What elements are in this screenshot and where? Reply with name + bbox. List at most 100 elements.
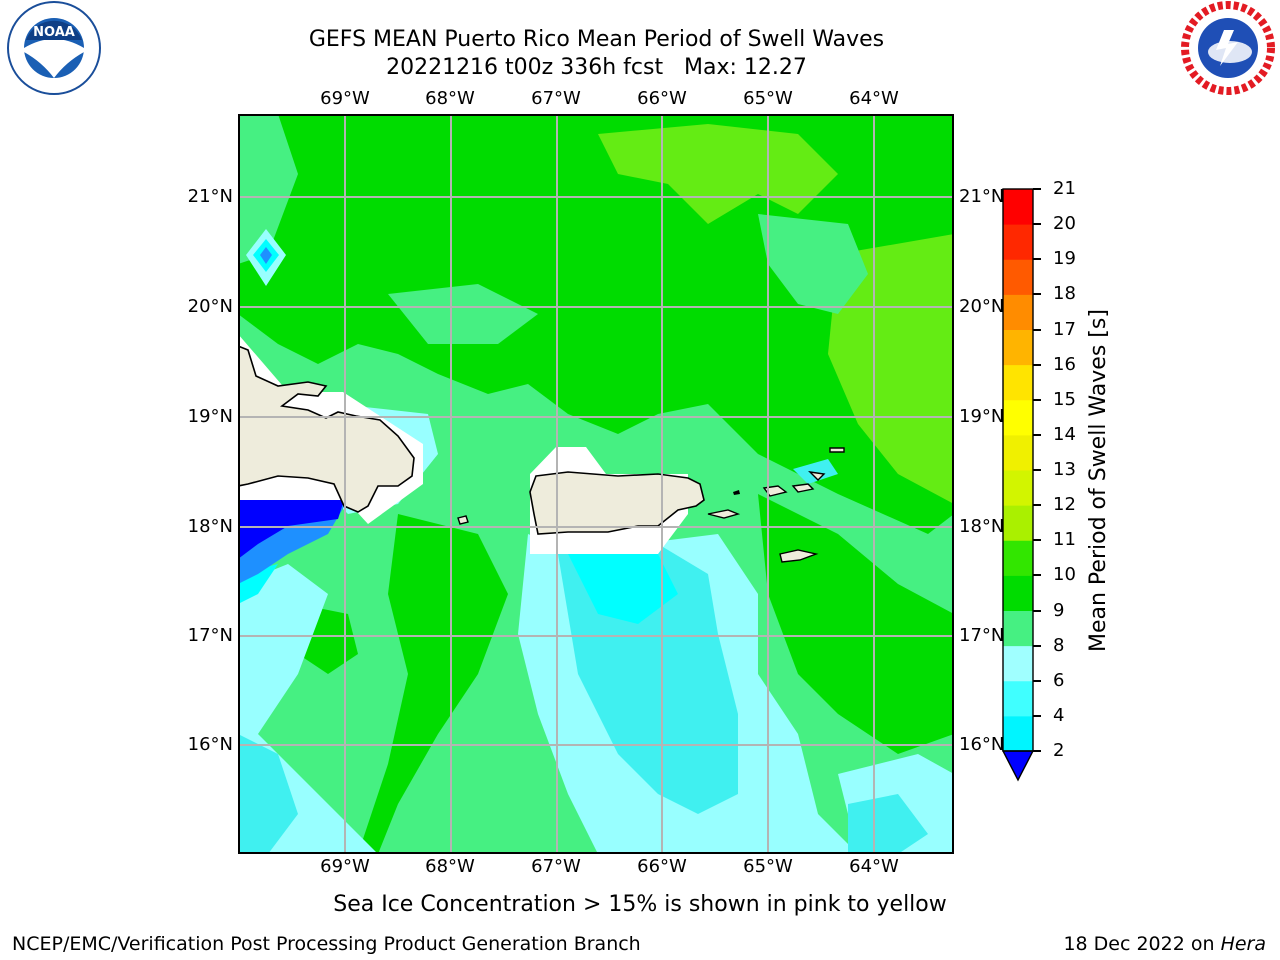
land-virgin-islands: [791, 483, 815, 493]
colorbar-tick-label: 12: [1053, 494, 1076, 516]
land-hispaniola: [238, 345, 415, 513]
colorbar-swatch: [1003, 540, 1033, 576]
field-10-11-patch: [238, 114, 298, 264]
lat-label-left: 20°N: [187, 296, 233, 317]
colorbar-tick-label: 2: [1053, 740, 1065, 761]
land-anegada: [829, 447, 845, 453]
colorbar-tick-label: 14: [1053, 423, 1076, 445]
colorbar-tick-mark: [1033, 644, 1041, 647]
map-frame: [238, 114, 954, 854]
colorbar-swatch: [1003, 575, 1033, 611]
colorbar-tick-label: 13: [1053, 459, 1076, 480]
colorbar-tick-label: 9: [1053, 599, 1065, 621]
field-11-12-south: [358, 514, 508, 854]
field-6-8: [568, 554, 678, 624]
colorbar-tick-label: 8: [1053, 634, 1065, 656]
colorbar-swatch: [1003, 470, 1033, 506]
colorbar-tick-label: 20: [1053, 213, 1076, 235]
colorbar-tick-mark: [1033, 750, 1041, 752]
land-st-croix: [779, 549, 819, 563]
lat-label-right: 19°N: [959, 406, 1005, 427]
colorbar-swatch: [1003, 259, 1033, 295]
footer-machine: Hera: [1220, 933, 1266, 955]
field-12-13-north: [598, 124, 838, 224]
lon-label-bottom: 67°W: [531, 856, 581, 877]
field-2-4: [238, 500, 344, 559]
lon-label-top: 69°W: [320, 88, 370, 109]
colorbar-swatch: [1003, 329, 1033, 366]
lon-label-bottom: 66°W: [637, 856, 687, 877]
field-10-11-patch: [758, 214, 868, 314]
lat-label-left: 19°N: [187, 406, 233, 427]
lon-label-bottom: 65°W: [743, 856, 793, 877]
colorbar-extend-arrow: [1001, 750, 1035, 782]
lat-label-left: 16°N: [187, 734, 233, 755]
lon-label-bottom: 64°W: [849, 856, 899, 877]
chart-title: GEFS MEAN Puerto Rico Mean Period of Swe…: [308, 27, 885, 52]
colorbar-tick-mark: [1033, 363, 1041, 366]
colorbar-swatch: [1003, 434, 1033, 471]
land-small-island: [457, 515, 469, 525]
lon-label-bottom: 68°W: [425, 856, 475, 877]
lon-label-top: 68°W: [425, 88, 475, 109]
graticule: [238, 114, 954, 854]
colorbar-swatch: [1003, 364, 1033, 401]
footer-date: 18 Dec 2022 on Hera: [1063, 933, 1266, 955]
lon-label-top: 67°W: [531, 88, 581, 109]
field-vi-patch: [793, 459, 838, 484]
field-10-11-patch: [388, 284, 538, 344]
colorbar-swatch: [1003, 399, 1033, 436]
field-8-9-east: [848, 794, 928, 854]
lat-label-right: 17°N: [959, 625, 1005, 646]
colorbar-tick-mark: [1033, 469, 1041, 471]
lon-label-bottom: 69°W: [320, 856, 370, 877]
colorbar-tick-mark: [1033, 504, 1041, 507]
colorbar-tick-mark: [1033, 258, 1041, 261]
swell-period-map: [238, 114, 954, 854]
noaa-logo-icon: NOAA: [6, 0, 102, 96]
colorbar-swatch: [1003, 505, 1033, 541]
field-8-9-west: [238, 734, 298, 854]
footer-credit: NCEP/EMC/Verification Post Processing Pr…: [12, 933, 641, 955]
colorbar-swatch: [1003, 715, 1033, 752]
svg-text:NOAA: NOAA: [33, 25, 75, 40]
colorbar-swatch: [1003, 610, 1033, 647]
colorbar-tick-label: 18: [1053, 283, 1076, 305]
sea-ice-note: Sea Ice Concentration > 15% is shown in …: [333, 892, 947, 917]
land-virgin-islands: [808, 471, 826, 481]
colorbar-tick-mark: [1033, 398, 1041, 401]
lat-label-right: 18°N: [959, 516, 1005, 537]
colorbar-tick-mark: [1033, 328, 1041, 331]
colorbar-tick-label: 21: [1053, 178, 1076, 199]
colorbar-tick-label: 11: [1053, 529, 1076, 551]
colorbar-tick-mark: [1033, 188, 1041, 190]
colorbar-tick-mark: [1033, 609, 1041, 612]
chart-subtitle: 20221216 t00z 336h fcst Max: 12.27: [386, 55, 807, 80]
lat-label-left: 17°N: [187, 625, 233, 646]
colorbar-swatch: [1003, 680, 1033, 717]
lat-label-right: 21°N: [959, 186, 1005, 207]
lat-label-left: 18°N: [187, 516, 233, 537]
field-11-12-southeast: [758, 494, 954, 754]
colorbar-tick-mark: [1033, 433, 1041, 436]
field-12-13-east: [828, 234, 954, 504]
colorbar-tick-label: 4: [1053, 704, 1065, 726]
colorbar-tick-mark: [1033, 679, 1041, 682]
colorbar-tick-mark: [1033, 293, 1041, 296]
field-diamond-core: [260, 247, 272, 264]
lat-label-right: 16°N: [959, 734, 1005, 755]
colorbar: [1001, 188, 1035, 782]
lat-label-left: 21°N: [187, 186, 233, 207]
colorbar-swatch: [1003, 294, 1033, 330]
colorbar-tick-label: 6: [1053, 669, 1065, 691]
colorbar-tick-label: 15: [1053, 388, 1076, 410]
colorbar-tick-label: 16: [1053, 353, 1076, 375]
colorbar-swatch: [1003, 189, 1033, 225]
lon-label-top: 66°W: [637, 88, 687, 109]
colorbar-swatch: [1003, 645, 1033, 682]
colorbar-tick-label: 10: [1053, 564, 1076, 586]
land-vieques: [707, 509, 741, 519]
colorbar-swatches: [1003, 189, 1033, 752]
land-islet: [733, 490, 740, 495]
colorbar-swatch: [1003, 224, 1033, 260]
